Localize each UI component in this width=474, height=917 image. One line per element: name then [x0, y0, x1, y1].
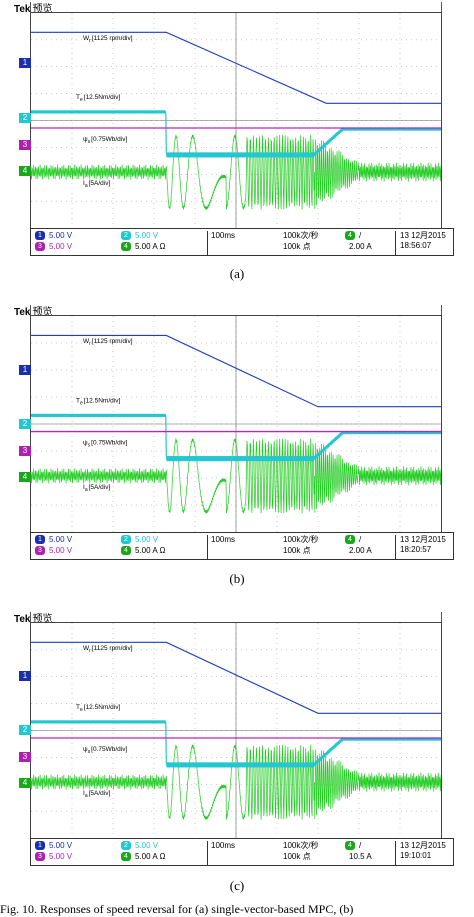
ch1-scale: 5.00 V	[49, 841, 73, 850]
record-length: 100k 点	[283, 546, 311, 555]
torque-label: Te[12.5Nm/div]	[76, 397, 120, 406]
trigger-level: 10.5 A	[349, 852, 372, 861]
ch4-marker: 4	[19, 778, 31, 788]
ch1-scale: 5.00 V	[49, 535, 73, 544]
scope-screen: Wr[1125 rpm/div] Te[12.5Nm/div] ψs[0.75Wb/…	[30, 315, 442, 533]
sample-rate: 100k次/秒	[283, 841, 319, 850]
readout-bar: 1 5.00 V 2 5.00 V 3 5.00 V 4 5.00 A Ω 100ms …	[30, 228, 454, 256]
timebase: 100ms	[211, 231, 236, 240]
scope-panel-b: Tek 预览 Wr[1125 rpm/div] Te[12.5Nm/div] ψs[0…	[0, 303, 474, 593]
ch2-scale: 5.00 V	[135, 841, 159, 850]
date: 13 12月2015	[400, 231, 446, 240]
ch1-scale: 5.00 V	[49, 231, 73, 240]
current-label: Ia[5A/div]	[83, 180, 110, 189]
ch1-marker: 1	[19, 58, 31, 68]
torque-label: Te[12.5Nm/div]	[76, 94, 120, 103]
tek-brand: Tek 预览	[14, 4, 53, 15]
waveform-plot: Wr[1125 rpm/div] Te[12.5Nm/div] ψs[0.75Wb/…	[30, 316, 442, 532]
ch4-marker: 4	[19, 166, 31, 176]
speed-label: Wr[1125 rpm/div]	[83, 35, 133, 44]
timebase: 100ms	[211, 535, 236, 544]
panel-caption: (a)	[229, 266, 245, 281]
time: 18:20:57	[400, 545, 432, 554]
readout-bar: 1 5.00 V 2 5.00 V 3 5.00 V 4 5.00 A Ω 100ms …	[30, 838, 454, 866]
speed-trace	[31, 334, 441, 408]
status-bar	[30, 612, 442, 622]
waveform-plot: Wr[1125 rpm/div] Te[12.5Nm/div] ψs[0.75Wb/…	[30, 623, 442, 838]
time: 19:10:01	[400, 851, 432, 860]
time: 18:56:07	[400, 241, 432, 250]
date: 13 12月2015	[400, 841, 446, 850]
sample-rate: 100k次/秒	[283, 231, 319, 240]
figure-caption: Fig. 10. Responses of speed reversal for…	[0, 902, 354, 916]
record-length: 100k 点	[283, 242, 311, 251]
scope-panel-a: Tek 预览 Wr[1125 rpm/div] Te[12.5Nm/div] ψs[0…	[0, 0, 474, 290]
panel-caption: (c)	[229, 878, 245, 893]
flux-label: ψs[0.75Wb/div]	[83, 136, 127, 145]
scope-screen: Wr[1125 rpm/div] Te[12.5Nm/div] ψs[0.75Wb/…	[30, 622, 442, 839]
ch2-scale: 5.00 V	[135, 231, 159, 240]
current-trace	[30, 134, 442, 210]
ch2-marker: 2	[19, 419, 31, 429]
current-label: Ia[5A/div]	[83, 484, 110, 493]
tek-brand: Tek 预览	[14, 307, 53, 318]
ch4-scale: 5.00 A	[135, 546, 158, 555]
flux-label: ψs[0.75Wb/div]	[83, 746, 127, 755]
panel-caption: (b)	[229, 571, 245, 586]
ch2-marker: 2	[19, 725, 31, 735]
speed-label: Wr[1125 rpm/div]	[83, 645, 133, 654]
ch3-scale: 5.00 V	[49, 852, 73, 861]
status-bar	[30, 305, 442, 315]
tek-brand: Tek 预览	[14, 614, 53, 625]
ch3-marker: 3	[19, 446, 31, 456]
trigger-level: 2.00 A	[349, 546, 372, 555]
ch4-marker: 4	[19, 472, 31, 482]
ch2-scale: 5.00 V	[135, 535, 159, 544]
ch3-scale: 5.00 V	[49, 546, 73, 555]
ch2-marker: 2	[19, 113, 31, 123]
speed-label: Wr[1125 rpm/div]	[83, 338, 133, 347]
ch3-scale: 5.00 V	[49, 242, 73, 251]
record-length: 100k 点	[283, 852, 311, 861]
ch3-marker: 3	[19, 140, 31, 150]
ch4-scale: 5.00 A	[135, 852, 158, 861]
current-trace	[30, 744, 442, 820]
current-label: Ia[5A/div]	[83, 790, 110, 799]
ch1-marker: 1	[19, 671, 31, 681]
current-trace	[30, 438, 442, 514]
scope-screen: Wr[1125 rpm/div] Te[12.5Nm/div] ψs[0.75Wb/…	[30, 12, 442, 229]
ch1-marker: 1	[19, 365, 31, 375]
scope-panel-c: Tek 预览 Wr[1125 rpm/div] Te[12.5Nm/div] ψs[0…	[0, 610, 474, 900]
flux-label: ψs[0.75Wb/div]	[83, 440, 127, 449]
speed-trace	[31, 31, 441, 104]
speed-trace	[31, 641, 441, 714]
readout-bar: 1 5.00 V 2 5.00 V 3 5.00 V 4 5.00 A Ω 100ms …	[30, 532, 454, 560]
trigger-level: 2.00 A	[349, 242, 372, 251]
waveform-plot: Wr[1125 rpm/div] Te[12.5Nm/div] ψs[0.75Wb/…	[30, 13, 442, 228]
sample-rate: 100k次/秒	[283, 535, 319, 544]
date: 13 12月2015	[400, 535, 446, 544]
ch3-marker: 3	[19, 752, 31, 762]
torque-label: Te[12.5Nm/div]	[76, 704, 120, 713]
timebase: 100ms	[211, 841, 236, 850]
ch4-scale: 5.00 A	[135, 242, 158, 251]
status-bar	[30, 2, 442, 12]
